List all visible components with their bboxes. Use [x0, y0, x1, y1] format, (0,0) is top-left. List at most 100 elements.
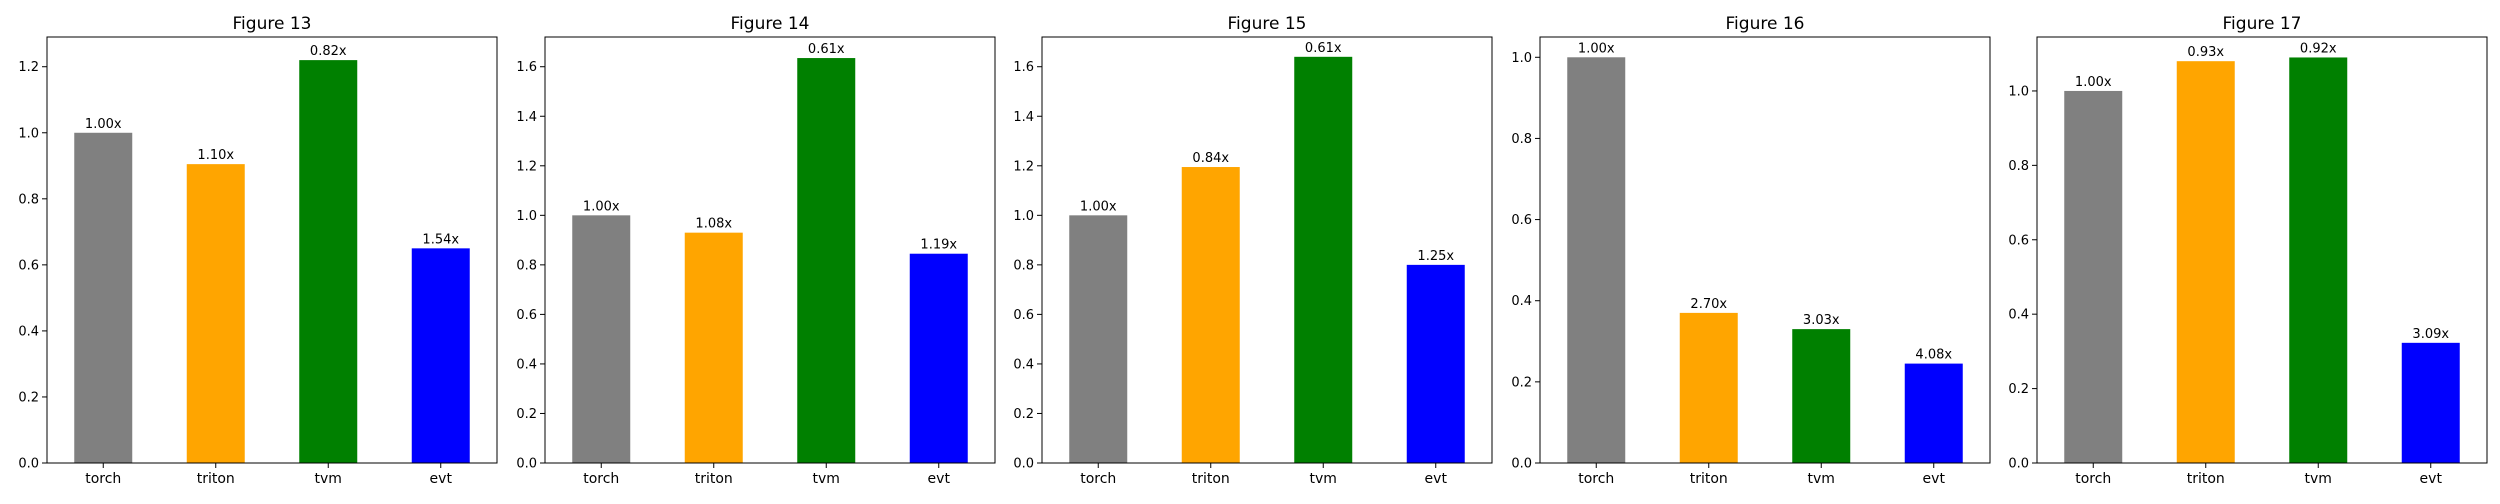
- x-tick-label: evt: [928, 471, 951, 487]
- bar-tvm: [797, 58, 856, 463]
- bar-tvm: [1294, 56, 1353, 463]
- y-tick-label: 0.0: [2008, 457, 2029, 472]
- y-tick-label: 0.4: [1013, 357, 1034, 372]
- bar-tvm: [2289, 57, 2348, 463]
- y-tick-label: 0.6: [1013, 308, 1034, 323]
- x-tick-label: triton: [1690, 471, 1728, 487]
- x-tick-label: evt: [2420, 471, 2443, 487]
- y-tick-label: 1.4: [516, 110, 537, 125]
- y-tick-label: 0.6: [516, 308, 537, 323]
- y-tick-label: 0.2: [1013, 407, 1034, 422]
- y-tick-label: 1.0: [18, 126, 39, 141]
- bar-value-label: 1.54x: [422, 232, 459, 247]
- bar-triton: [684, 232, 743, 463]
- y-tick-label: 0.4: [516, 357, 537, 372]
- bar-value-label: 2.70x: [1690, 297, 1727, 312]
- y-tick-label: 0.6: [18, 258, 39, 273]
- bar-triton: [186, 164, 245, 464]
- bar-value-label: 1.00x: [85, 117, 122, 132]
- axes-frame: [544, 36, 996, 464]
- bar-evt: [1904, 363, 1963, 463]
- y-tick-label: 0.8: [18, 192, 39, 207]
- bar-value-label: 1.00x: [1578, 41, 1615, 56]
- x-tick-label: triton: [2187, 471, 2225, 487]
- y-tick-label: 0.2: [516, 407, 537, 422]
- bar-value-label: 1.00x: [583, 199, 620, 214]
- y-tick-label: 1.0: [1511, 51, 1532, 66]
- bar-value-label: 1.25x: [1417, 249, 1454, 264]
- x-tick-label: torch: [2075, 471, 2111, 487]
- chart-title: Figure 14: [731, 14, 810, 34]
- bar-value-label: 1.00x: [1080, 199, 1117, 214]
- x-tick-label: evt: [1425, 471, 1448, 487]
- bar-value-label: 3.03x: [1803, 313, 1840, 328]
- x-tick-label: triton: [1192, 471, 1230, 487]
- x-tick-label: tvm: [2305, 471, 2332, 487]
- bar-value-label: 0.93x: [2187, 45, 2224, 60]
- bar-value-label: 1.00x: [2075, 75, 2112, 90]
- chart-title: Figure 17: [2223, 14, 2302, 34]
- y-tick-label: 0.8: [1013, 258, 1034, 273]
- bar-evt: [2401, 342, 2460, 463]
- bar-value-label: 3.09x: [2412, 327, 2449, 342]
- x-tick-label: tvm: [315, 471, 342, 487]
- bar-torch: [74, 132, 133, 463]
- y-tick-label: 1.6: [516, 60, 537, 75]
- x-tick-label: torch: [1578, 471, 1614, 487]
- axes-frame: [2036, 36, 2488, 464]
- x-tick-label: evt: [1923, 471, 1946, 487]
- bar-value-label: 1.10x: [197, 148, 234, 163]
- y-tick-label: 1.0: [1013, 209, 1034, 224]
- bar-torch: [572, 215, 631, 463]
- y-tick-label: 0.4: [18, 324, 39, 339]
- axes-frame: [1041, 36, 1493, 464]
- y-tick-label: 0.6: [1511, 213, 1532, 228]
- y-tick-label: 0.2: [2008, 382, 2029, 397]
- bar-value-label: 0.84x: [1192, 151, 1229, 166]
- y-tick-label: 0.0: [1013, 457, 1034, 472]
- bar-value-label: 0.61x: [1305, 41, 1342, 56]
- y-tick-label: 0.2: [18, 390, 39, 405]
- y-tick-label: 0.0: [516, 457, 537, 472]
- bar-value-label: 0.92x: [2300, 41, 2337, 56]
- bar-triton: [1181, 167, 1240, 464]
- chart-title: Figure 13: [233, 14, 312, 34]
- y-tick-label: 1.2: [1013, 159, 1034, 174]
- y-tick-label: 0.0: [18, 457, 39, 472]
- bar-evt: [909, 253, 968, 463]
- y-tick-label: 0.8: [1511, 132, 1532, 147]
- y-tick-label: 0.4: [1511, 294, 1532, 309]
- bar-tvm: [299, 60, 358, 464]
- bar-value-label: 1.08x: [695, 217, 732, 232]
- axes-frame: [1539, 36, 1991, 464]
- bar-torch: [1567, 57, 1626, 464]
- chart-title: Figure 15: [1228, 14, 1307, 34]
- x-tick-label: torch: [583, 471, 619, 487]
- bar-triton: [1679, 312, 1738, 463]
- bar-value-label: 1.19x: [920, 238, 957, 253]
- x-tick-label: triton: [197, 471, 235, 487]
- y-tick-label: 1.6: [1013, 60, 1034, 75]
- y-tick-label: 1.0: [516, 209, 537, 224]
- axes-frame: [46, 36, 498, 464]
- x-tick-label: torch: [1080, 471, 1116, 487]
- x-tick-label: tvm: [1310, 471, 1337, 487]
- bar-torch: [1069, 215, 1128, 463]
- bar-tvm: [1792, 329, 1851, 463]
- y-tick-label: 1.2: [18, 60, 39, 75]
- bar-evt: [411, 248, 470, 463]
- y-tick-label: 1.4: [1013, 110, 1034, 125]
- chart-title: Figure 16: [1726, 14, 1805, 34]
- y-tick-label: 0.6: [2008, 233, 2029, 248]
- bar-value-label: 0.82x: [310, 44, 347, 59]
- bar-value-label: 0.61x: [808, 42, 845, 57]
- bar-torch: [2064, 90, 2123, 463]
- y-tick-label: 0.8: [516, 258, 537, 273]
- bar-triton: [2176, 61, 2235, 463]
- y-tick-label: 0.2: [1511, 375, 1532, 390]
- y-tick-label: 1.2: [516, 159, 537, 174]
- y-tick-label: 0.4: [2008, 308, 2029, 323]
- x-tick-label: triton: [695, 471, 733, 487]
